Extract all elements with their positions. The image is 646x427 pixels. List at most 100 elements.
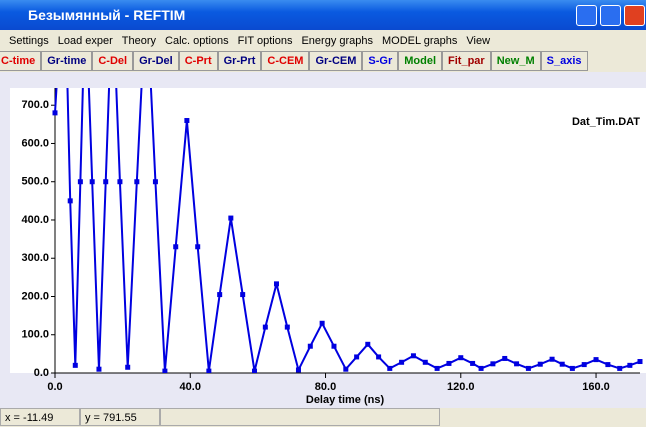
y-tick-label: 600.0	[21, 137, 49, 149]
data-point	[273, 281, 279, 287]
data-point	[581, 362, 587, 368]
data-point	[617, 365, 623, 371]
toolbar-button[interactable]: Gr-Prt	[217, 51, 262, 71]
x-axis-label: Delay time (ns)	[306, 394, 385, 406]
toolbar-button[interactable]: Gr-Del	[133, 51, 179, 71]
data-point	[125, 364, 131, 370]
data-point	[537, 361, 543, 367]
data-point	[173, 244, 179, 250]
data-point	[117, 179, 123, 185]
data-point	[502, 355, 508, 361]
window-title: Безымянный - REFTIM	[28, 7, 186, 23]
toolbar-button[interactable]: New_M	[490, 51, 541, 71]
toolbar-button[interactable]: S-Gr	[362, 51, 399, 71]
menu-item[interactable]: Energy graphs	[301, 35, 374, 47]
minimize-button[interactable]	[576, 5, 597, 26]
toolbar-button[interactable]: C-CEM	[261, 51, 310, 71]
menu-item[interactable]: Calc. options	[165, 35, 229, 47]
data-point	[593, 357, 599, 363]
data-point	[307, 343, 313, 349]
data-point	[387, 365, 393, 371]
y-tick-label: 200.0	[21, 290, 49, 302]
data-point	[184, 118, 190, 124]
status-bar: x = -11.49 y = 791.55	[0, 408, 646, 426]
data-point	[240, 292, 246, 298]
status-field	[160, 408, 440, 426]
toolbar-button[interactable]: Gr-CEM	[309, 51, 363, 71]
x-tick-label: 120.0	[447, 381, 475, 393]
data-point	[103, 179, 109, 185]
data-point	[284, 324, 290, 330]
data-point	[410, 353, 416, 359]
chart: Dat_Tim.DAT Delay time (ns) 0.0 100.0 200.…	[0, 72, 646, 408]
data-point	[195, 244, 201, 250]
toolbar-button[interactable]: C-time	[0, 51, 42, 71]
y-tick-label: 0.0	[34, 367, 49, 379]
data-point	[514, 361, 520, 367]
toolbar-button[interactable]: S_axis	[540, 51, 588, 71]
data-point	[319, 320, 325, 326]
data-point	[354, 354, 360, 360]
data-point	[549, 356, 555, 362]
data-point	[295, 367, 301, 373]
data-point	[77, 179, 83, 185]
y-tick-label: 400.0	[21, 214, 49, 226]
data-point	[605, 362, 611, 368]
data-point	[376, 354, 382, 360]
y-tick-label: 700.0	[21, 99, 49, 111]
maximize-button[interactable]	[600, 5, 621, 26]
data-point	[96, 366, 102, 372]
x-tick-label: 0.0	[47, 381, 62, 393]
menu-item[interactable]: MODEL graphs	[382, 35, 458, 47]
data-point	[458, 355, 464, 361]
toolbar-button[interactable]: C-Del	[92, 51, 134, 71]
menu-bar: Settings Load exper Theory Calc. options FIT…	[0, 32, 646, 50]
x-tick-label: 40.0	[180, 381, 201, 393]
menu-item[interactable]: FIT options	[237, 35, 293, 47]
data-point	[228, 215, 234, 221]
data-point	[331, 343, 337, 349]
data-point	[627, 362, 633, 368]
y-tick-label: 300.0	[21, 252, 49, 264]
data-point	[262, 324, 268, 330]
menu-item[interactable]: Theory	[121, 35, 157, 47]
close-button[interactable]	[624, 5, 645, 26]
data-point	[637, 359, 643, 365]
toolbar: C-time Gr-time C-Del Gr-Del C-Prt Gr-Prt C-CEM…	[0, 51, 588, 71]
data-point	[134, 179, 140, 185]
data-point	[162, 368, 168, 373]
data-point	[446, 360, 452, 366]
data-point	[67, 198, 73, 204]
title-bar: Безымянный - REFTIM	[0, 0, 646, 30]
status-field: x = -11.49	[0, 408, 80, 426]
toolbar-button[interactable]: Gr-time	[41, 51, 93, 71]
menu-item[interactable]: View	[466, 35, 491, 47]
x-tick-label: 160.0	[582, 381, 610, 393]
status-field: y = 791.55	[80, 408, 160, 426]
x-tick-label: 80.0	[315, 381, 336, 393]
plot-group	[52, 88, 643, 373]
data-point	[478, 365, 484, 371]
menu-item[interactable]: Load exper	[57, 35, 113, 47]
y-tick-label: 500.0	[21, 176, 49, 188]
data-point	[434, 365, 440, 371]
data-point	[470, 360, 476, 366]
menu-item[interactable]: Settings	[9, 35, 49, 47]
data-point	[72, 362, 78, 368]
data-point	[525, 365, 531, 371]
data-point	[252, 368, 258, 373]
data-point	[365, 341, 371, 347]
toolbar-button[interactable]: C-Prt	[178, 51, 218, 71]
data-point	[343, 366, 349, 372]
toolbar-button[interactable]: Model	[398, 51, 443, 71]
data-point	[569, 365, 575, 371]
data-point	[217, 292, 223, 298]
toolbar-button[interactable]: Fit_par	[442, 51, 491, 71]
data-point	[152, 179, 158, 185]
y-tick-label: 100.0	[21, 329, 49, 341]
annotation: Dat_Tim.DAT	[572, 116, 640, 128]
data-point	[206, 368, 212, 373]
data-point	[490, 361, 496, 367]
plot-area	[10, 88, 646, 373]
